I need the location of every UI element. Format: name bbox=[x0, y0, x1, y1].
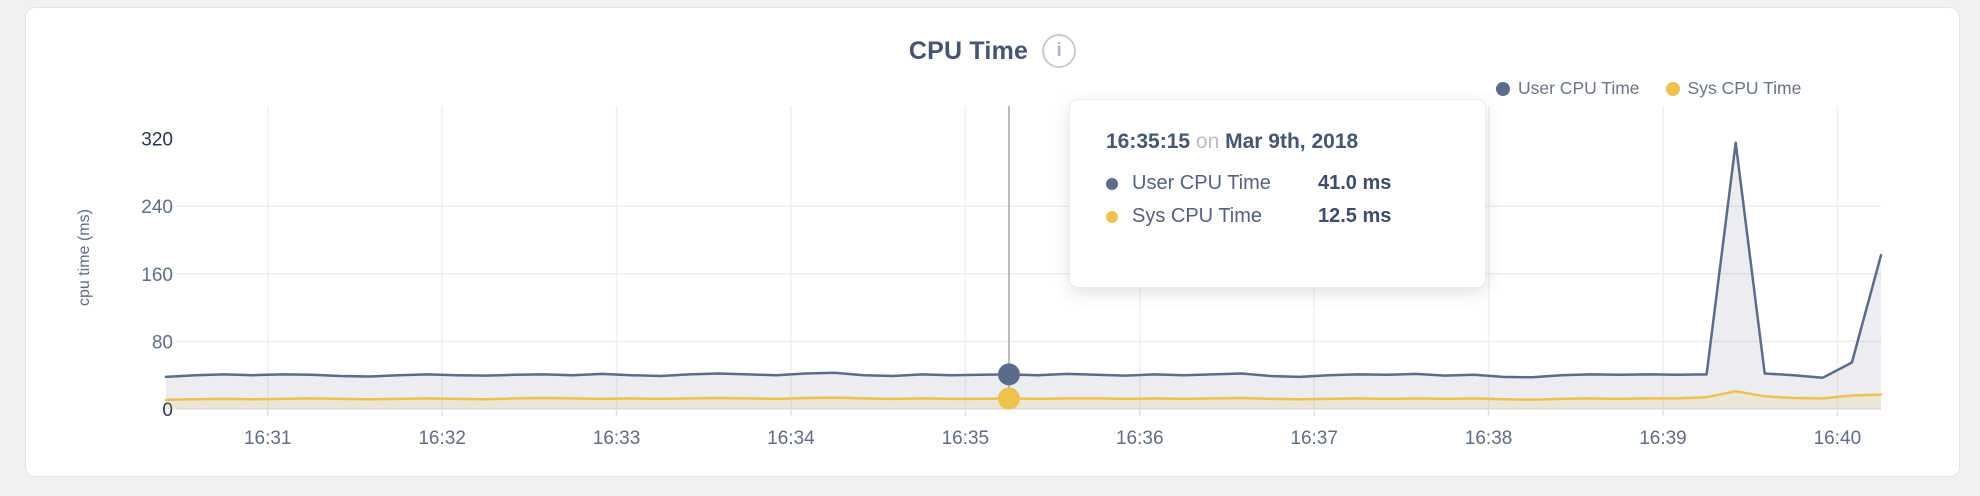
chart-card: 16:31 16:32 16:33 16:34 16:35 16:36 16:37 16:38… bbox=[25, 7, 1960, 477]
chart-tooltip: 16:35:15 on Mar 9th, 2018 User CPU Time … bbox=[1069, 99, 1486, 288]
x-tick-label: 16:39 bbox=[1639, 428, 1687, 449]
highlight-dot-user bbox=[997, 363, 1020, 386]
x-tick-label: 16:32 bbox=[418, 428, 466, 449]
chart-title: CPU Time bbox=[908, 36, 1029, 65]
legend-label: User CPU Time bbox=[1518, 78, 1640, 98]
tooltip-time: 16:35:15 bbox=[1106, 130, 1191, 153]
tooltip-row-sys: Sys CPU Time 12.5 ms bbox=[1106, 200, 1455, 233]
y-tick-label: 320 bbox=[141, 130, 173, 151]
x-tick-label: 16:34 bbox=[767, 428, 815, 449]
legend-label: Sys CPU Time bbox=[1687, 78, 1802, 98]
tooltip-row-user: User CPU Time 41.0 ms bbox=[1106, 167, 1455, 200]
x-tick-label: 16:38 bbox=[1465, 428, 1513, 449]
tooltip-on-word: on bbox=[1195, 130, 1220, 153]
y-tick-label: 80 bbox=[152, 332, 173, 353]
x-tick-label: 16:40 bbox=[1814, 428, 1862, 449]
tooltip-series-label: Sys CPU Time bbox=[1132, 205, 1263, 227]
legend-item-user-cpu-time[interactable]: User CPU Time bbox=[1496, 78, 1640, 99]
sys-series-area bbox=[166, 391, 1881, 409]
x-tick-label: 16:33 bbox=[593, 428, 641, 449]
sys-series-line bbox=[164, 390, 1883, 401]
user-series-dot-icon bbox=[1496, 81, 1510, 96]
x-tick-label: 16:36 bbox=[1116, 428, 1164, 449]
cpu-time-chart[interactable]: 16:31 16:32 16:33 16:34 16:35 16:36 16:37 16:38… bbox=[26, 8, 1961, 478]
highlight-dot-sys bbox=[997, 387, 1020, 410]
y-tick-label: 160 bbox=[141, 265, 173, 286]
tooltip-series-label: User CPU Time bbox=[1132, 172, 1271, 194]
y-axis-title: cpu time (ms) bbox=[76, 209, 93, 307]
legend-item-sys-cpu-time[interactable]: Sys CPU Time bbox=[1665, 78, 1802, 99]
tooltip-series-value: 41.0 ms bbox=[1318, 172, 1392, 194]
chart-legend: User CPU Time Sys CPU Time bbox=[1496, 78, 1801, 99]
y-tick-label: 0 bbox=[162, 400, 173, 421]
tooltip-series-value: 12.5 ms bbox=[1318, 205, 1392, 227]
x-tick-label: 16:37 bbox=[1290, 428, 1338, 449]
sys-series-dot-icon bbox=[1665, 81, 1680, 96]
user-series-dot-icon bbox=[1106, 177, 1118, 190]
y-tick-label: 240 bbox=[141, 197, 173, 218]
x-tick-label: 16:35 bbox=[942, 428, 990, 449]
tooltip-header: 16:35:15 on Mar 9th, 2018 bbox=[1106, 130, 1455, 154]
x-tick-label: 16:31 bbox=[244, 428, 292, 449]
tooltip-date: Mar 9th, 2018 bbox=[1225, 130, 1359, 153]
user-series-area bbox=[166, 142, 1881, 410]
info-icon[interactable]: i bbox=[1042, 34, 1077, 68]
sys-series-dot-icon bbox=[1106, 210, 1118, 223]
chart-canvas[interactable]: 16:31 16:32 16:33 16:34 16:35 16:36 16:37 16:38… bbox=[26, 8, 1961, 478]
user-series-line bbox=[164, 141, 1883, 379]
